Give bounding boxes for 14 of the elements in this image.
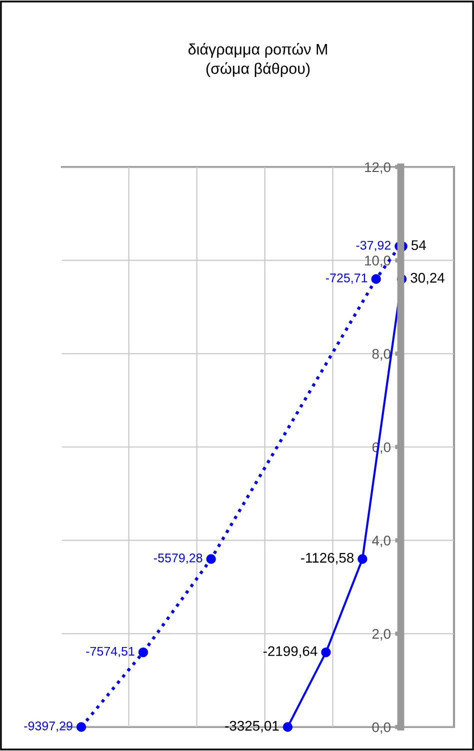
data-label: -37,92 [356, 240, 391, 252]
data-label: -5579,28 [154, 554, 202, 564]
data-label: -3325,01 [225, 720, 279, 732]
y-tick-label: 2,0 [372, 629, 390, 640]
data-label: -1126,58 [300, 552, 354, 564]
data-label: -2199,64 [263, 646, 318, 658]
chart-title: διάγραμμα ροπών M (σώμα βάθρου) [188, 43, 327, 77]
data-label: -7574,51 [86, 646, 134, 658]
data-label: 54 [411, 240, 426, 250]
y-tick-label: 4,0 [372, 536, 390, 548]
y-tick-label: 8,0 [372, 349, 390, 360]
data-label: 30,24 [410, 272, 444, 284]
data-label: -9397,29 [24, 722, 72, 732]
data-label: -725,71 [326, 274, 368, 284]
